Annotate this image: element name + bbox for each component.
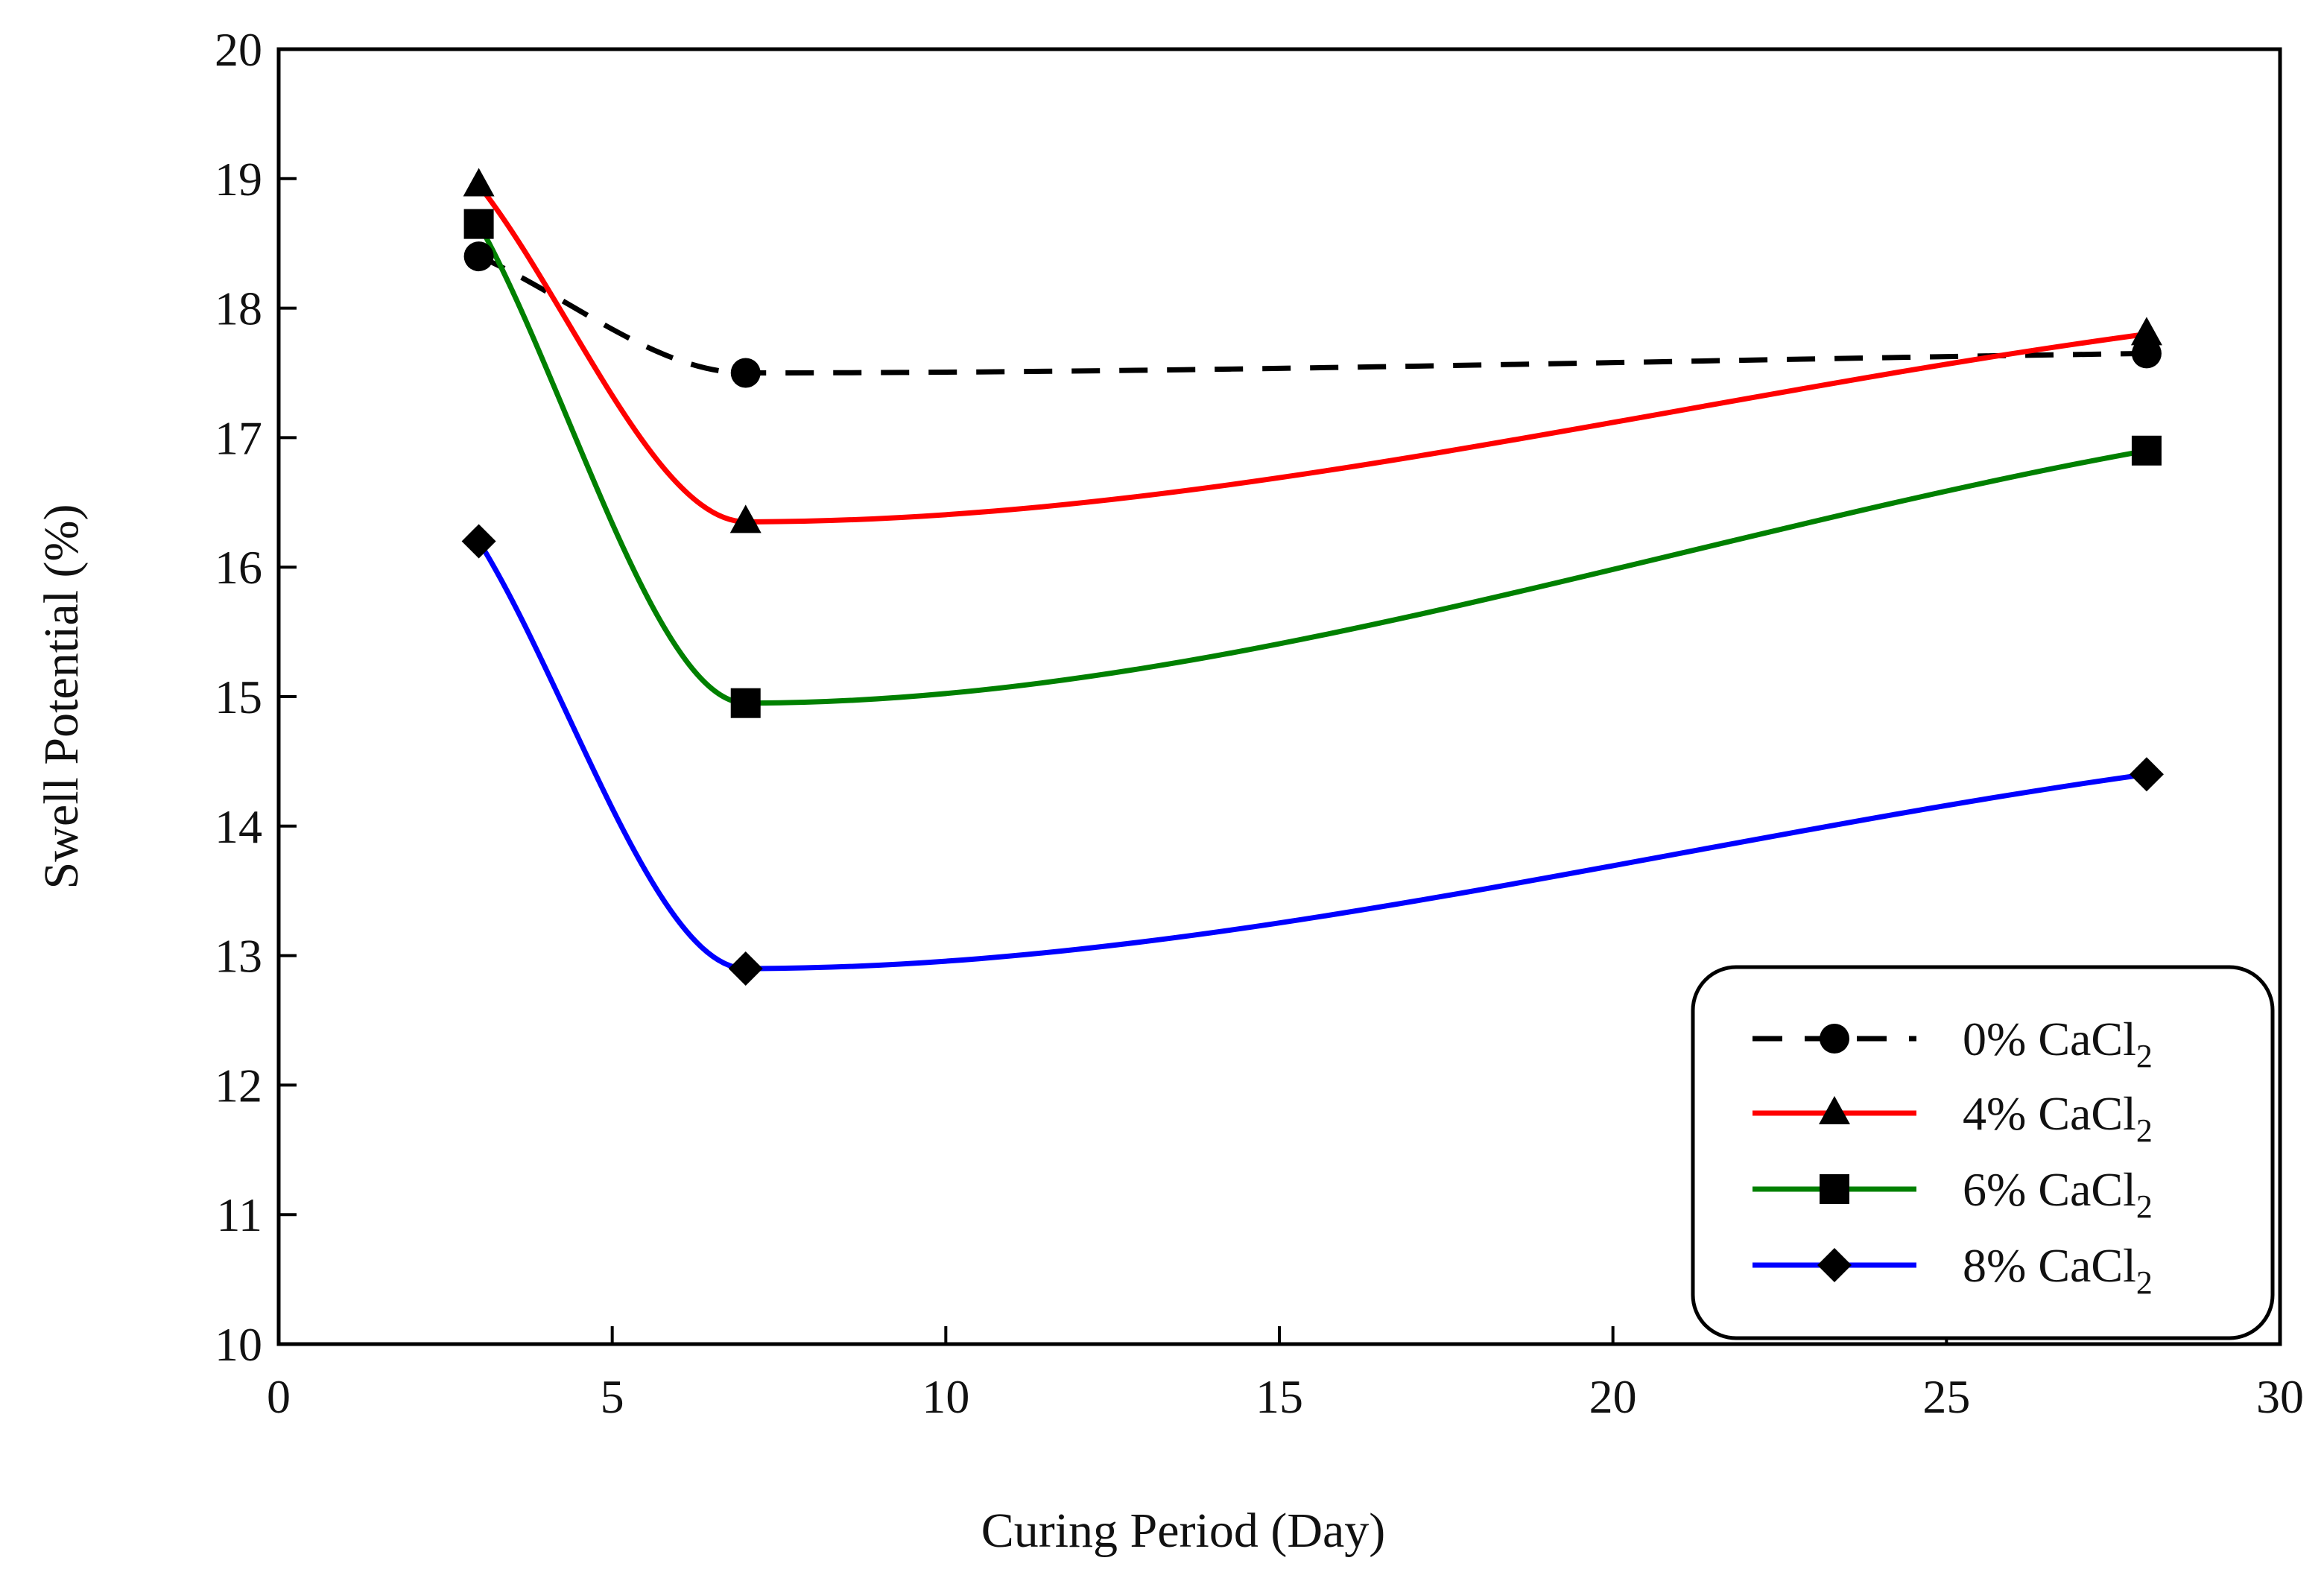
x-tick-label: 30: [2256, 1370, 2304, 1423]
legend-marker-0pct-cacl2: [1820, 1024, 1849, 1054]
data-point-4pct-cacl2: [463, 168, 495, 197]
series-line-6pct-cacl2: [476, 221, 2150, 706]
legend-label-8pct-cacl2: 8% CaCl2: [1963, 1239, 2153, 1301]
x-tick-label: 25: [1922, 1370, 1970, 1423]
series-line-0pct-cacl2: [478, 253, 2147, 376]
data-point-4pct-cacl2: [2130, 317, 2162, 346]
x-tick-label: 20: [1589, 1370, 1637, 1423]
series-line-4pct-cacl2: [476, 182, 2150, 525]
y-tick-label: 19: [215, 153, 262, 206]
legend-label-6pct-cacl2: 6% CaCl2: [1963, 1163, 2153, 1225]
data-point-6pct-cacl2: [2131, 435, 2162, 466]
y-tick-label: 20: [215, 23, 262, 76]
x-axis-title: Curing Period (Day): [981, 1504, 1386, 1558]
y-tick-label: 13: [215, 930, 262, 983]
legend-marker-6pct-cacl2: [1820, 1174, 1849, 1204]
data-point-0pct-cacl2: [2131, 338, 2162, 369]
y-axis: 10 11 12 13 14 15 16 17 18 19 20: [215, 23, 297, 1371]
legend-label-4pct-cacl2: 4% CaCl2: [1963, 1087, 2153, 1149]
x-tick-label: 0: [267, 1370, 291, 1423]
y-tick-label: 14: [215, 800, 262, 853]
x-tick-label: 5: [601, 1370, 624, 1423]
y-tick-label: 10: [215, 1318, 262, 1371]
y-tick-label: 15: [215, 671, 262, 723]
y-tick-label: 18: [215, 282, 262, 335]
series-line-8pct-cacl2: [476, 538, 2150, 972]
legend-entries: 0% CaCl2 4% CaCl2 6% CaCl2 8% CaCl2: [1753, 1013, 2153, 1301]
x-tick-label: 15: [1256, 1370, 1303, 1423]
legend-marker-4pct-cacl2: [1819, 1096, 1850, 1124]
y-tick-label: 11: [216, 1188, 262, 1241]
y-axis-title: Swell Potential (%): [34, 504, 89, 890]
series-lines: [476, 182, 2150, 972]
data-point-8pct-cacl2: [461, 524, 496, 559]
series-markers: [461, 168, 2164, 986]
x-axis: 0 5 10 15 20 25 30: [267, 1326, 2304, 1423]
legend-label-0pct-cacl2: 0% CaCl2: [1963, 1013, 2153, 1074]
y-tick-label: 12: [215, 1059, 262, 1112]
legend: 0% CaCl2 4% CaCl2 6% CaCl2 8% CaCl2: [1691, 965, 2275, 1340]
y-tick-label: 16: [215, 541, 262, 594]
data-point-8pct-cacl2: [728, 951, 763, 986]
legend-box: [1691, 965, 2275, 1340]
data-point-6pct-cacl2: [463, 209, 494, 239]
data-point-0pct-cacl2: [463, 241, 494, 272]
y-tick-label: 17: [215, 411, 262, 464]
legend-marker-8pct-cacl2: [1817, 1248, 1852, 1282]
data-point-0pct-cacl2: [730, 358, 761, 388]
data-point-8pct-cacl2: [2129, 757, 2164, 792]
data-point-6pct-cacl2: [730, 688, 761, 718]
data-point-4pct-cacl2: [729, 504, 762, 533]
x-tick-label: 10: [922, 1370, 969, 1423]
